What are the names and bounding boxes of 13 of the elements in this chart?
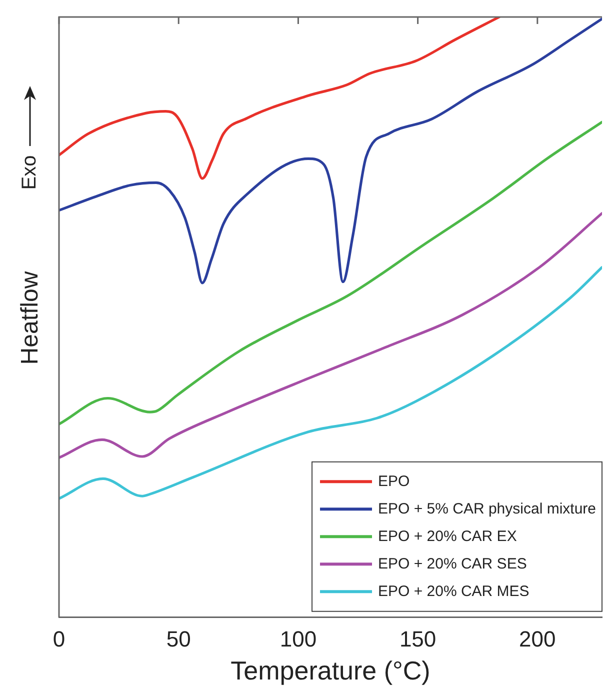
x-tick-label: 0 [52,626,66,652]
x-tick-label: 150 [399,626,436,652]
legend-label: EPO + 5% CAR physical mixture [378,500,596,518]
x-tick-label: 50 [166,626,191,652]
legend-label: EPO + 20% CAR EX [378,528,517,545]
legend-label: EPO + 20% CAR MES [378,582,530,600]
legend-label: EPO + 20% CAR SES [378,555,527,572]
legend-label: EPO [378,472,410,490]
x-tick-label: 200 [519,626,556,652]
x-axis-title: Temperature (°C) [230,656,430,686]
y-axis-title: Heatflow [16,271,44,365]
text: Exo [18,154,42,190]
x-tick-label: 100 [280,626,317,652]
